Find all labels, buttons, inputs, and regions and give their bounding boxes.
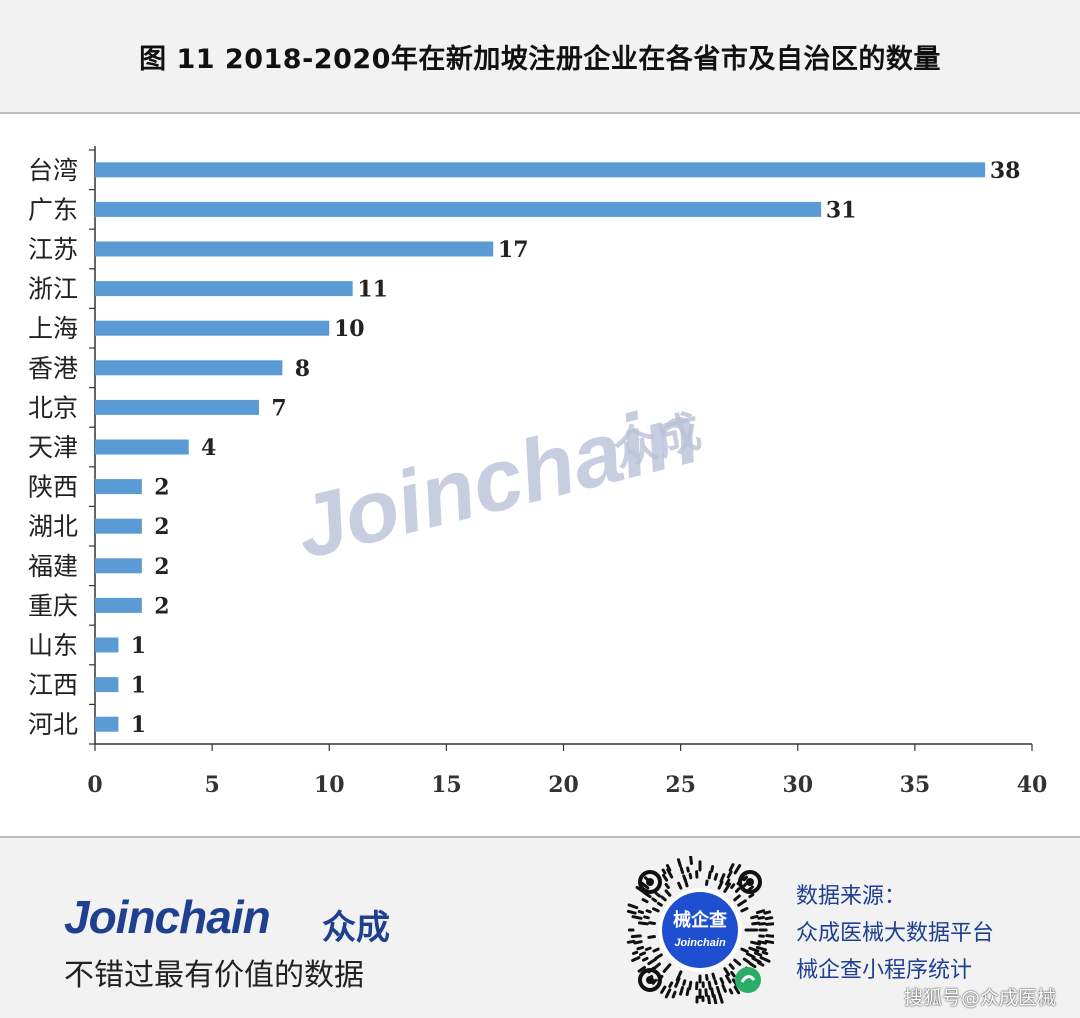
slogan: 不错过最有价值的数据 (64, 958, 364, 993)
data-label: 2 (154, 554, 169, 580)
category-label: 山东 (28, 631, 78, 660)
bar (95, 281, 353, 297)
x-tick-label: 25 (665, 772, 696, 798)
bar (95, 241, 494, 257)
category-label: 上海 (28, 314, 78, 343)
category-label: 江苏 (28, 235, 78, 264)
footer: Joinchain 众成 不错过最有价值的数据 械企查 Joinchain 数据… (0, 836, 1080, 1018)
chart-header: 图 11 2018-2020年在新加坡注册企业在各省市及自治区的数量 (0, 0, 1080, 114)
data-label: 2 (154, 475, 169, 501)
bar (95, 201, 822, 217)
qr-code-icon[interactable]: 械企查 Joinchain (626, 856, 774, 1004)
bar (95, 518, 142, 534)
bar (95, 558, 142, 574)
category-label: 北京 (28, 393, 78, 422)
bar (95, 716, 119, 732)
credit-watermark: 搜狐号@众成医械 (903, 987, 1056, 1009)
data-label: 8 (295, 356, 310, 382)
category-label: 台湾 (28, 156, 78, 185)
category-label: 浙江 (28, 275, 78, 304)
x-tick-label: 5 (204, 772, 219, 798)
source-line: 众成医械大数据平台 (796, 921, 995, 946)
bar (95, 637, 119, 653)
x-tick-label: 30 (782, 772, 813, 798)
bar (95, 320, 330, 336)
category-label: 广东 (28, 195, 78, 224)
bar (95, 479, 142, 495)
qr-label-top: 械企查 (673, 909, 727, 931)
watermark-logo: Joinchain (286, 382, 708, 577)
data-label: 7 (271, 395, 286, 421)
brand-logo: Joinchain (64, 891, 271, 943)
data-label: 17 (498, 237, 529, 263)
qr-label-bottom: Joinchain (674, 937, 726, 949)
x-tick-label: 35 (900, 772, 931, 798)
x-tick-label: 10 (314, 772, 345, 798)
bar (95, 677, 119, 693)
category-label: 香港 (28, 354, 78, 383)
x-tick-label: 40 (1017, 772, 1048, 798)
source-line: 数据来源： (796, 884, 907, 909)
category-label: 湖北 (28, 512, 78, 541)
data-label: 1 (131, 673, 146, 699)
mini-program-icon (735, 967, 761, 993)
data-label: 2 (154, 514, 169, 540)
x-tick-label: 15 (431, 772, 462, 798)
category-label: 重庆 (28, 591, 78, 620)
category-label: 福建 (28, 552, 78, 581)
data-label: 31 (826, 197, 857, 223)
x-tick-label: 20 (548, 772, 579, 798)
bar (95, 399, 259, 415)
chart-area: Joinchain 众成 0 5 10 15 20 25 30 35 40 台湾 38 广东 31 江苏 17 浙… (0, 114, 1080, 836)
bar (95, 439, 189, 455)
category-label: 陕西 (28, 473, 78, 502)
data-label: 2 (154, 593, 169, 619)
x-tick-label: 0 (87, 772, 102, 798)
data-label: 38 (990, 158, 1021, 184)
data-label: 1 (131, 712, 146, 738)
data-label: 11 (357, 277, 388, 303)
chart-title: 图 11 2018-2020年在新加坡注册企业在各省市及自治区的数量 (139, 43, 941, 75)
brand-logo-cn: 众成 (322, 908, 390, 948)
category-label: 河北 (28, 710, 78, 739)
category-label: 天津 (28, 433, 78, 462)
category-label: 江西 (28, 671, 78, 700)
data-label: 4 (201, 435, 216, 461)
qr-center-badge (662, 892, 738, 968)
source-line: 械企查小程序统计 (796, 958, 973, 983)
bar (95, 360, 283, 376)
data-label: 10 (334, 316, 365, 342)
data-source: 数据来源： 众成医械大数据平台 械企查小程序统计 (796, 878, 994, 989)
bar (95, 597, 142, 613)
bar (95, 162, 986, 178)
data-label: 1 (131, 633, 146, 659)
